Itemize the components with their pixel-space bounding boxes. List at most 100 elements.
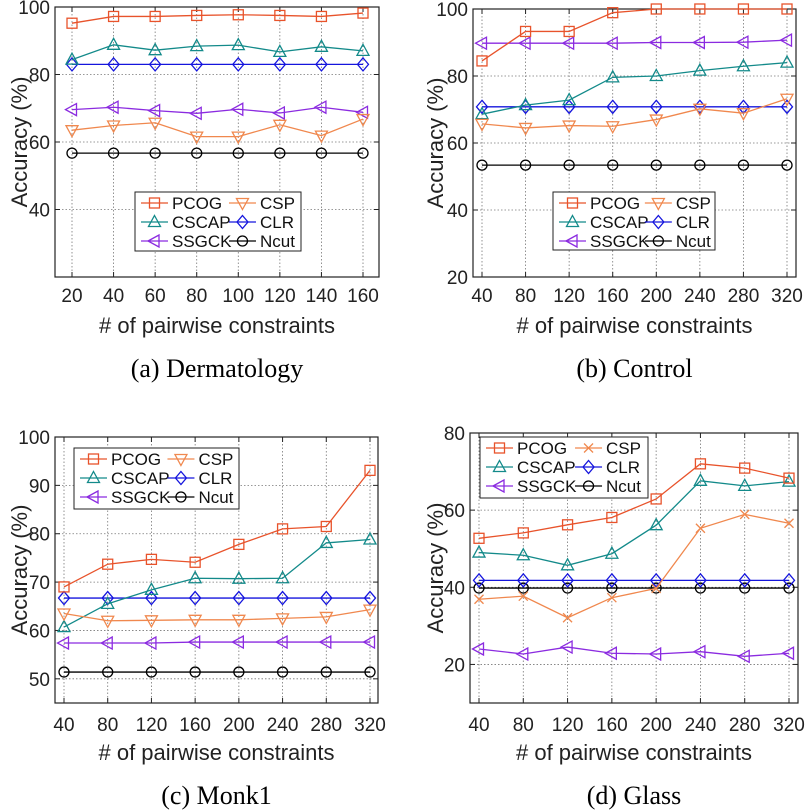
data-point <box>65 56 79 72</box>
x-tick-label: 320 <box>773 715 805 736</box>
legend-label: CSCAP <box>590 213 649 232</box>
series-ncut <box>58 666 376 678</box>
data-point <box>99 635 113 651</box>
data-point <box>739 582 751 594</box>
data-point <box>691 35 706 50</box>
data-point <box>692 62 707 76</box>
data-point <box>313 100 327 115</box>
data-point <box>737 477 752 491</box>
data-point <box>515 646 529 662</box>
data-point <box>474 106 490 120</box>
data-point <box>649 99 663 115</box>
data-point <box>320 520 332 533</box>
series-line <box>478 480 790 566</box>
legend-item-pcog: PCOG <box>486 439 567 458</box>
data-point <box>694 3 706 15</box>
data-point <box>362 634 376 650</box>
data-point <box>476 159 488 171</box>
data-point <box>559 639 573 655</box>
data-point <box>694 572 707 588</box>
legend-item-ssgck: SSGCK <box>486 477 577 496</box>
data-point <box>318 634 332 650</box>
series-line <box>63 538 371 628</box>
y-tick-label: 60 <box>447 134 468 155</box>
data-point <box>737 3 750 15</box>
data-point <box>471 544 487 558</box>
data-point <box>188 590 202 606</box>
data-point <box>231 614 246 628</box>
y-tick-label: 40 <box>29 201 50 222</box>
legend-item-csp: CSP <box>167 450 233 469</box>
legend-label: CSP <box>606 439 641 458</box>
legend-label: SSGCK <box>517 477 577 496</box>
x-tick-label: 320 <box>771 286 803 307</box>
data-point <box>276 666 289 678</box>
subplot-caption: (d) Glass <box>587 781 682 810</box>
x-tick-label: 120 <box>553 286 585 307</box>
data-point <box>739 509 750 520</box>
data-point <box>100 615 115 629</box>
legend-label: PCOG <box>590 194 640 213</box>
legend-label: Ncut <box>676 232 711 251</box>
data-point <box>516 572 530 588</box>
data-point <box>315 147 328 159</box>
axes-box <box>469 432 799 704</box>
data-point <box>735 35 749 50</box>
legend: PCOG CSP CSCAP CLR SSGCK Ncut <box>73 447 240 510</box>
x-tick-label: 200 <box>223 715 255 736</box>
legend-label: PCOG <box>172 194 222 213</box>
data-point <box>605 572 619 588</box>
series-csp <box>56 604 378 629</box>
y-tick-label: 80 <box>29 66 50 87</box>
x-tick-label: 280 <box>310 715 342 736</box>
x-tick-label: 120 <box>264 286 296 307</box>
legend-item-csp: CSP <box>644 194 711 213</box>
data-point <box>106 36 121 50</box>
legend-marker <box>147 214 162 228</box>
data-point <box>143 635 157 651</box>
legend-item-ncut: Ncut <box>228 232 295 251</box>
series-ncut <box>476 159 793 171</box>
data-point <box>56 635 70 651</box>
legend: PCOG CSP CSCAP CLR SSGCK Ncut <box>479 436 649 499</box>
y-tick-label: 50 <box>29 670 50 691</box>
x-tick-label: 40 <box>471 286 492 307</box>
legend-item-pcog: PCOG <box>80 450 161 469</box>
data-point <box>189 556 201 568</box>
data-point <box>563 159 575 171</box>
y-tick-label: 80 <box>29 525 50 546</box>
data-point <box>779 54 795 68</box>
data-point <box>56 619 72 633</box>
series-cscap <box>56 531 378 633</box>
legend-marker <box>148 197 161 209</box>
x-tick-label: 240 <box>267 715 299 736</box>
legend-marker <box>173 453 189 467</box>
data-point <box>188 106 202 121</box>
y-tick-label: 80 <box>444 424 465 445</box>
subplot-caption: (b) Control <box>576 354 692 383</box>
data-point <box>149 10 161 23</box>
series-line <box>478 513 790 619</box>
data-point <box>107 56 120 72</box>
data-point <box>64 125 80 139</box>
data-point <box>274 147 286 159</box>
data-point <box>693 472 708 486</box>
data-point <box>606 582 618 594</box>
data-point <box>607 159 619 171</box>
data-point <box>64 102 78 117</box>
data-point <box>781 3 793 15</box>
x-tick-label: 240 <box>685 715 717 736</box>
series-csp <box>474 509 794 623</box>
data-point <box>232 147 244 159</box>
data-point <box>604 36 618 51</box>
legend-item-clr: CLR <box>228 213 294 232</box>
series-cscap <box>474 54 795 120</box>
data-point <box>231 570 246 584</box>
data-point <box>779 33 793 48</box>
series-csp <box>64 113 371 145</box>
legend-item-csp: CSP <box>228 194 295 213</box>
y-tick-label: 90 <box>29 476 50 497</box>
data-point <box>694 458 707 470</box>
data-point <box>650 159 662 171</box>
